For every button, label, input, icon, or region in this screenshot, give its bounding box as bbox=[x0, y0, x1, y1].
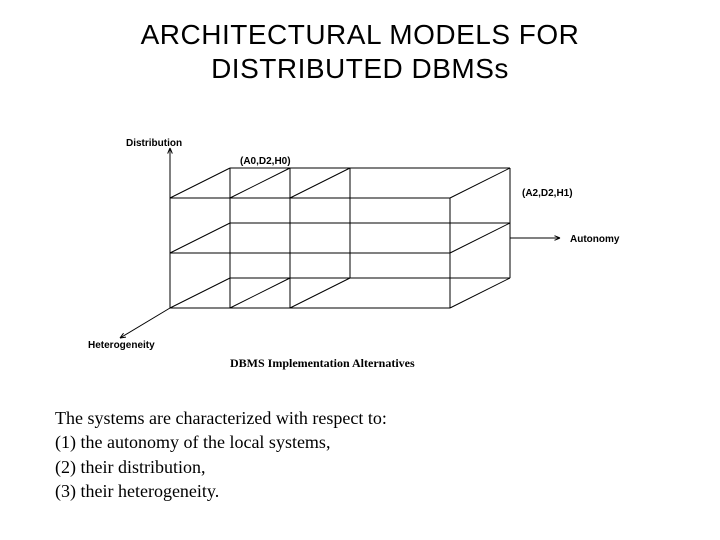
body-item: (3) their heterogeneity. bbox=[55, 479, 387, 503]
title-line-1: ARCHITECTURAL MODELS FOR bbox=[141, 19, 580, 50]
point-top-label: (A0,D2,H0) bbox=[240, 156, 291, 167]
axis-z-label: Heterogeneity bbox=[88, 340, 155, 351]
axis-x-label: Autonomy bbox=[570, 234, 619, 245]
slide-title: ARCHITECTURAL MODELS FOR DISTRIBUTED DBM… bbox=[0, 18, 720, 85]
point-right-label: (A2,D2,H1) bbox=[522, 188, 573, 199]
cube-diagram: Distribution Autonomy Heterogeneity (A0,… bbox=[90, 138, 630, 378]
body-item: (1) the autonomy of the local systems, bbox=[55, 430, 387, 454]
title-line-2: DISTRIBUTED DBMSs bbox=[211, 53, 509, 84]
cube-svg bbox=[90, 138, 630, 378]
body-text: The systems are characterized with respe… bbox=[55, 406, 387, 503]
diagram-caption: DBMS Implementation Alternatives bbox=[230, 356, 415, 371]
axis-y-label: Distribution bbox=[126, 138, 182, 149]
body-item: (2) their distribution, bbox=[55, 455, 387, 479]
body-intro: The systems are characterized with respe… bbox=[55, 406, 387, 430]
